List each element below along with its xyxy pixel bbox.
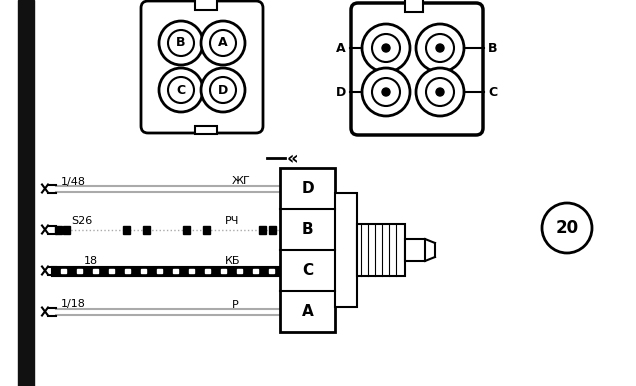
Bar <box>173 269 179 273</box>
Bar <box>93 269 99 273</box>
Bar <box>157 269 162 273</box>
Text: «: « <box>287 150 299 168</box>
Circle shape <box>416 24 464 72</box>
Circle shape <box>436 88 444 96</box>
Circle shape <box>168 30 194 56</box>
Text: A: A <box>218 37 228 49</box>
Bar <box>269 225 276 234</box>
Text: D: D <box>301 181 314 196</box>
Circle shape <box>159 68 203 112</box>
Text: C: C <box>488 86 497 98</box>
Bar <box>18 0 34 386</box>
Text: D: D <box>336 86 346 98</box>
Circle shape <box>362 68 410 116</box>
Text: КБ: КБ <box>225 257 240 266</box>
Text: D: D <box>218 83 228 96</box>
Bar <box>405 239 425 261</box>
Circle shape <box>201 21 245 65</box>
Circle shape <box>436 44 444 52</box>
Text: 20: 20 <box>555 219 579 237</box>
Text: 1/48: 1/48 <box>61 176 86 186</box>
Circle shape <box>159 21 203 65</box>
Bar <box>357 224 405 276</box>
Circle shape <box>416 68 464 116</box>
Bar <box>269 269 274 273</box>
Text: Р: Р <box>232 300 238 310</box>
Text: 1/18: 1/18 <box>61 300 86 310</box>
Bar <box>55 225 62 234</box>
Bar <box>125 269 130 273</box>
Bar <box>143 225 150 234</box>
Circle shape <box>362 24 410 72</box>
Bar <box>203 225 210 234</box>
Bar <box>195 0 217 10</box>
Bar <box>63 225 70 234</box>
Text: A: A <box>301 304 314 319</box>
Circle shape <box>372 34 400 62</box>
Text: C: C <box>302 263 313 278</box>
Bar <box>123 225 130 234</box>
Circle shape <box>201 68 245 112</box>
Circle shape <box>542 203 592 253</box>
FancyBboxPatch shape <box>351 3 483 135</box>
Circle shape <box>382 88 390 96</box>
Bar <box>77 269 83 273</box>
Bar <box>109 269 114 273</box>
Text: B: B <box>176 37 186 49</box>
FancyBboxPatch shape <box>141 1 263 133</box>
Bar <box>252 269 258 273</box>
Text: C: C <box>176 83 186 96</box>
Bar <box>335 193 357 307</box>
Bar <box>183 225 190 234</box>
Text: ЖГ: ЖГ <box>232 176 251 186</box>
Bar <box>189 269 195 273</box>
Text: РЧ: РЧ <box>225 217 239 227</box>
Bar <box>141 269 146 273</box>
Circle shape <box>426 34 454 62</box>
Bar <box>205 269 211 273</box>
Bar <box>405 0 423 12</box>
Text: B: B <box>488 42 497 54</box>
Circle shape <box>426 78 454 106</box>
Bar <box>237 269 242 273</box>
Bar <box>259 225 266 234</box>
Bar <box>195 126 217 134</box>
Bar <box>221 269 226 273</box>
Circle shape <box>210 77 236 103</box>
Text: B: B <box>301 222 314 237</box>
Circle shape <box>168 77 194 103</box>
Text: 18: 18 <box>84 257 98 266</box>
Bar <box>61 269 66 273</box>
Circle shape <box>210 30 236 56</box>
Text: A: A <box>336 42 346 54</box>
Circle shape <box>382 44 390 52</box>
Text: S26: S26 <box>71 217 92 227</box>
Bar <box>280 168 335 332</box>
Circle shape <box>372 78 400 106</box>
